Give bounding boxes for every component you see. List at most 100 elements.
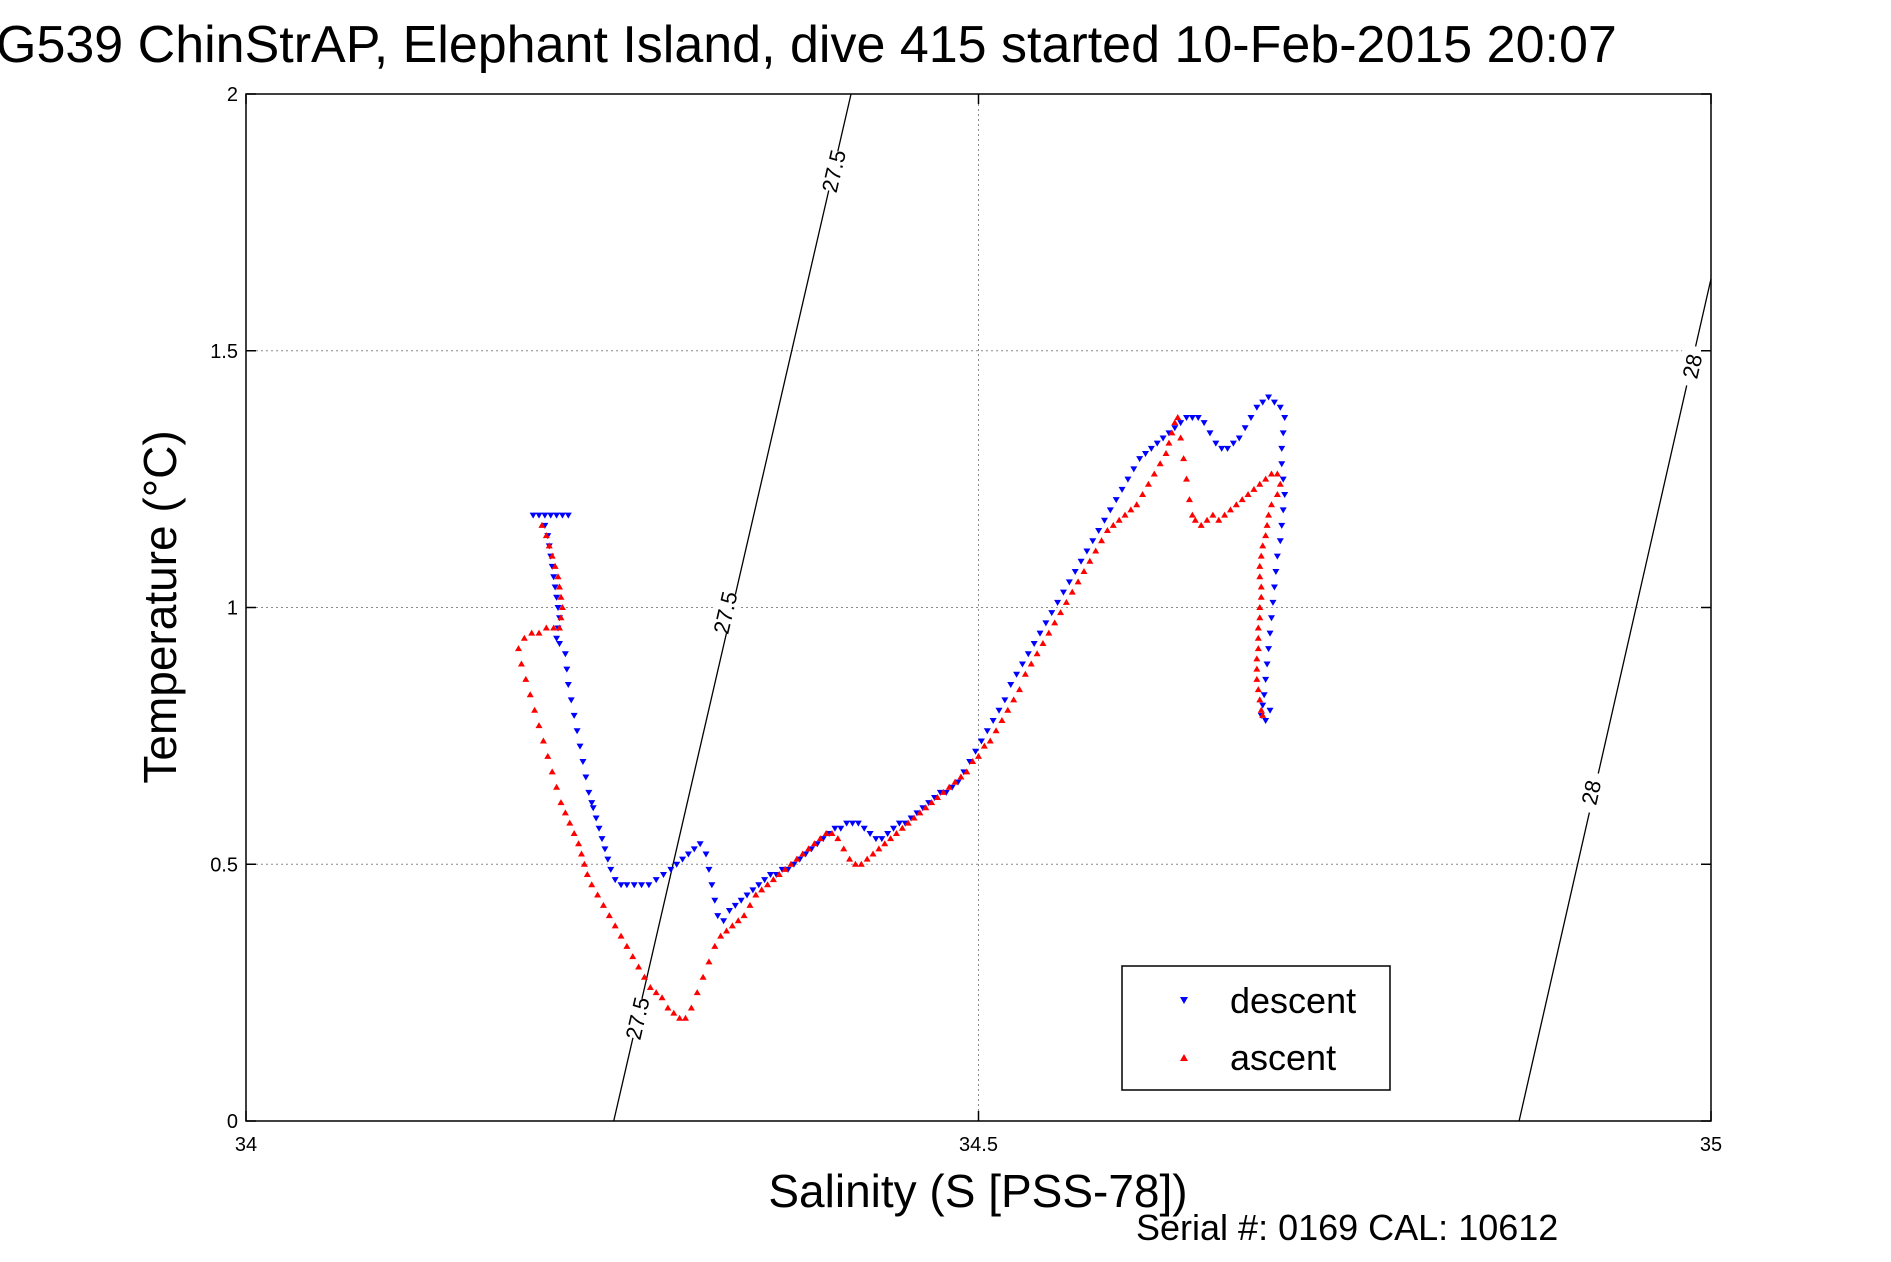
descent-point [1259, 399, 1267, 406]
ascent-point [520, 634, 528, 641]
ascent-point [548, 552, 556, 559]
contour-label-bg [707, 590, 743, 636]
descent-point [567, 697, 575, 704]
descent-point [866, 830, 874, 837]
ascent-point [1244, 491, 1252, 498]
ascent-point [769, 876, 777, 883]
ascent-point [1092, 547, 1100, 554]
descent-point [652, 877, 660, 884]
descent-point [1266, 707, 1274, 714]
ascent-point [957, 773, 965, 780]
ascent-point [594, 891, 602, 898]
ascent-point [1254, 634, 1262, 641]
descent-point [983, 728, 991, 735]
descent-point [1235, 435, 1243, 442]
ascent-point [787, 860, 795, 867]
descent-point [854, 820, 862, 827]
ascent-point [1074, 578, 1082, 585]
ascent-point [1263, 521, 1271, 528]
contour-label: 28 [1576, 778, 1606, 807]
ascent-point [542, 624, 550, 631]
ascent-point [910, 814, 918, 821]
ascent-point [1253, 665, 1261, 672]
ascent-point [740, 912, 748, 919]
ascent-point [531, 706, 539, 713]
contour-label: 27.5 [621, 995, 655, 1042]
ascent-point [535, 722, 543, 729]
descent-point [556, 640, 564, 647]
descent-point [598, 836, 606, 843]
ascent-point [1253, 675, 1261, 682]
ascent-point [1127, 506, 1135, 513]
descent-point [1218, 445, 1226, 452]
ascent-point [635, 963, 643, 970]
ascent-point [699, 973, 707, 980]
ascent-point [1257, 593, 1265, 600]
contour-label-bg [1573, 769, 1608, 815]
descent-point [1013, 671, 1021, 678]
ascent-point [1256, 573, 1264, 580]
descent-point [1241, 425, 1249, 432]
y-tick-label: 2 [227, 84, 238, 106]
ascent-point [898, 824, 906, 831]
ascent-point [764, 881, 772, 888]
descent-point [601, 846, 609, 853]
ascent-point [922, 804, 930, 811]
ascent-point [1268, 501, 1275, 508]
descent-point [529, 512, 537, 519]
descent-point [1268, 615, 1275, 622]
descent-point [708, 882, 716, 889]
ascent-point [822, 829, 830, 836]
ascent-point [840, 845, 848, 852]
descent-point [1048, 610, 1056, 617]
ascent-point [556, 583, 564, 590]
descent-point [1253, 404, 1261, 411]
ascent-point [554, 573, 562, 580]
descent-point [1281, 415, 1289, 422]
ascent-point [676, 1014, 684, 1021]
ascent-point [805, 845, 813, 852]
ascent-point [557, 593, 565, 600]
descent-point [1229, 440, 1237, 447]
descent-point [554, 605, 562, 611]
ascent-point [1226, 506, 1234, 513]
descent-point [1281, 492, 1289, 499]
descent-point [563, 666, 571, 673]
ascent-point [1197, 521, 1205, 528]
descent-point [1183, 415, 1191, 422]
ascent-point [793, 855, 801, 862]
x-tick-label: 35 [1700, 1134, 1722, 1156]
ascent-point [1256, 614, 1264, 621]
ascent-point [588, 881, 596, 888]
descent-point [564, 512, 572, 519]
descent-point [660, 872, 668, 879]
descent-point [1030, 640, 1038, 647]
descent-point [725, 907, 733, 914]
descent-point [547, 512, 555, 519]
ascent-point [1209, 511, 1217, 518]
ascent-point [1171, 419, 1179, 426]
descent-point [995, 707, 1003, 714]
ascent-point [557, 799, 565, 806]
ascent-point [816, 835, 824, 842]
ascent-point [557, 614, 565, 621]
ascent-point [544, 752, 552, 759]
legend-ascent-marker [1180, 1054, 1188, 1061]
ascent-point [892, 829, 900, 836]
ascent-point [1273, 491, 1281, 498]
ascent-point [1177, 434, 1185, 441]
ascent-point [1162, 449, 1170, 456]
descent-point [1262, 717, 1270, 724]
descent-point [617, 882, 625, 889]
descent-point [607, 866, 615, 873]
ascent-point [1265, 511, 1273, 518]
descent-point [630, 882, 638, 889]
x-tick-label: 34.5 [959, 1134, 998, 1156]
descent-point [1263, 661, 1271, 668]
descent-point [638, 882, 646, 889]
ascent-point [539, 737, 547, 744]
ascent-point [928, 799, 936, 806]
ascent-point [1156, 460, 1164, 467]
ascent-point [629, 953, 637, 960]
ascent-point [1109, 521, 1117, 528]
